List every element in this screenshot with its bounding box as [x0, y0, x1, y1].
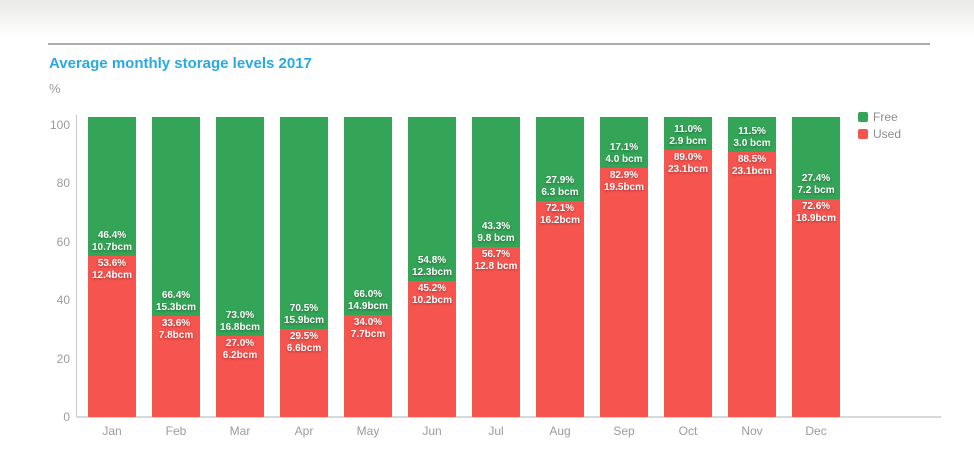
bar-label-free-dec: 27.4% 7.2 bcm	[797, 173, 835, 196]
x-axis-label-feb: Feb	[165, 424, 187, 438]
bar-segment-free-jun[interactable]: 54.8% 12.3bcm	[408, 117, 456, 281]
bar-label-free-nov: 11.5% 3.0 bcm	[733, 126, 771, 149]
used-swatch-icon	[858, 129, 868, 139]
bar-label-used-aug: 72.1% 16.2bcm	[539, 203, 581, 226]
bar-jan: 46.4% 10.7bcm 53.6% 12.4bcm	[88, 117, 136, 417]
bar-label-used-jan: 53.6% 12.4bcm	[91, 258, 133, 281]
bar-segment-free-aug[interactable]: 27.9% 6.3 bcm	[536, 117, 584, 201]
legend: Free Used	[858, 110, 901, 144]
bar-segment-used-apr[interactable]: 29.5% 6.6bcm	[280, 329, 328, 417]
x-axis-label-may: May	[356, 424, 380, 438]
legend-item-used[interactable]: Used	[858, 127, 901, 141]
x-axis-labels: Jan Feb Mar Apr May Jun Jul Aug Sep Oct Nov Dec	[88, 424, 840, 438]
bar-label-used-nov: 88.5% 23.1bcm	[731, 154, 773, 177]
bar-label-free-jun: 54.8% 12.3bcm	[411, 255, 453, 278]
bar-label-free-mar: 73.0% 16.8bcm	[219, 310, 261, 333]
bar-oct: 11.0% 2.9 bcm 89.0% 23.1bcm	[664, 117, 712, 417]
bar-label-free-jul: 43.3% 9.8 bcm	[477, 221, 515, 244]
y-axis-unit-label: %	[49, 81, 61, 96]
bar-segment-used-dec[interactable]: 72.6% 18.9bcm	[792, 199, 840, 417]
bar-feb: 66.4% 15.3bcm 33.6% 7.8bcm	[152, 117, 200, 417]
bar-segment-free-feb[interactable]: 66.4% 15.3bcm	[152, 117, 200, 316]
bar-segment-used-jul[interactable]: 56.7% 12.8 bcm	[472, 247, 520, 417]
bar-segment-used-mar[interactable]: 27.0% 6.2bcm	[216, 336, 264, 417]
chart-title: Average monthly storage levels 2017	[49, 55, 312, 72]
y-axis: 0 20 40 60 80 100	[0, 117, 70, 424]
x-axis-line	[76, 416, 941, 418]
bar-mar: 73.0% 16.8bcm 27.0% 6.2bcm	[216, 117, 264, 417]
bar-label-used-sep: 82.9% 19.5bcm	[603, 170, 645, 193]
bar-label-used-dec: 72.6% 18.9bcm	[795, 201, 837, 224]
x-axis-label-oct: Oct	[678, 424, 698, 438]
bar-segment-free-jan[interactable]: 46.4% 10.7bcm	[88, 117, 136, 256]
legend-label-free: Free	[873, 110, 898, 124]
header-divider	[48, 43, 930, 45]
bar-segment-free-oct[interactable]: 11.0% 2.9 bcm	[664, 117, 712, 150]
bar-label-free-jan: 46.4% 10.7bcm	[91, 230, 133, 253]
bar-label-free-oct: 11.0% 2.9 bcm	[669, 124, 707, 147]
bar-jun: 54.8% 12.3bcm 45.2% 10.2bcm	[408, 117, 456, 417]
x-axis-label-sep: Sep	[613, 424, 635, 438]
bar-may: 66.0% 14.9bcm 34.0% 7.7bcm	[344, 117, 392, 417]
top-gradient-band	[0, 0, 974, 38]
bar-label-used-apr: 29.5% 6.6bcm	[286, 331, 322, 354]
x-axis-label-aug: Aug	[549, 424, 571, 438]
bar-nov: 11.5% 3.0 bcm 88.5% 23.1bcm	[728, 117, 776, 417]
bar-label-used-oct: 89.0% 23.1bcm	[667, 152, 709, 175]
bar-apr: 70.5% 15.9bcm 29.5% 6.6bcm	[280, 117, 328, 417]
bar-label-free-may: 66.0% 14.9bcm	[347, 289, 389, 312]
bar-label-free-sep: 17.1% 4.0 bcm	[605, 142, 643, 165]
bar-label-used-jul: 56.7% 12.8 bcm	[474, 249, 518, 272]
x-axis-label-mar: Mar	[229, 424, 251, 438]
y-tick-label: 80	[56, 176, 70, 191]
x-axis-label-jul: Jul	[488, 424, 504, 438]
bar-segment-free-dec[interactable]: 27.4% 7.2 bcm	[792, 117, 840, 199]
bar-label-used-feb: 33.6% 7.8bcm	[158, 318, 194, 341]
bar-label-free-aug: 27.9% 6.3 bcm	[541, 175, 579, 198]
bar-label-used-mar: 27.0% 6.2bcm	[222, 338, 258, 361]
y-axis-line	[76, 115, 77, 417]
bar-segment-used-oct[interactable]: 89.0% 23.1bcm	[664, 150, 712, 417]
x-axis-label-apr: Apr	[294, 424, 314, 438]
y-tick-label: 0	[63, 410, 70, 424]
legend-item-free[interactable]: Free	[858, 110, 901, 124]
bar-sep: 17.1% 4.0 bcm 82.9% 19.5bcm	[600, 117, 648, 417]
bar-aug: 27.9% 6.3 bcm 72.1% 16.2bcm	[536, 117, 584, 417]
bar-segment-used-nov[interactable]: 88.5% 23.1bcm	[728, 152, 776, 417]
bar-segment-free-mar[interactable]: 73.0% 16.8bcm	[216, 117, 264, 336]
x-axis-label-jan: Jan	[102, 424, 122, 438]
bar-segment-free-may[interactable]: 66.0% 14.9bcm	[344, 117, 392, 315]
bar-segment-free-nov[interactable]: 11.5% 3.0 bcm	[728, 117, 776, 152]
y-tick-label: 20	[56, 351, 70, 366]
bar-segment-used-may[interactable]: 34.0% 7.7bcm	[344, 315, 392, 417]
bar-label-free-feb: 66.4% 15.3bcm	[155, 290, 197, 313]
bars: 46.4% 10.7bcm 53.6% 12.4bcm 66.4% 15.3bcm 33.6…	[88, 117, 840, 417]
bar-segment-free-apr[interactable]: 70.5% 15.9bcm	[280, 117, 328, 329]
x-axis-label-nov: Nov	[741, 424, 763, 438]
free-swatch-icon	[858, 112, 868, 122]
bar-jul: 43.3% 9.8 bcm 56.7% 12.8 bcm	[472, 117, 520, 417]
x-axis-label-jun: Jun	[422, 424, 442, 438]
legend-label-used: Used	[873, 127, 902, 141]
y-tick-label: 100	[49, 118, 70, 132]
bar-segment-used-jun[interactable]: 45.2% 10.2bcm	[408, 281, 456, 417]
bar-segment-free-jul[interactable]: 43.3% 9.8 bcm	[472, 117, 520, 247]
bar-label-used-may: 34.0% 7.7bcm	[350, 317, 386, 340]
y-tick-label: 60	[56, 234, 70, 249]
bar-segment-used-sep[interactable]: 82.9% 19.5bcm	[600, 168, 648, 417]
x-axis-label-dec: Dec	[805, 424, 827, 438]
y-tick-label: 40	[56, 293, 70, 308]
bar-segment-used-jan[interactable]: 53.6% 12.4bcm	[88, 256, 136, 417]
bar-dec: 27.4% 7.2 bcm 72.6% 18.9bcm	[792, 117, 840, 417]
bar-segment-free-sep[interactable]: 17.1% 4.0 bcm	[600, 117, 648, 168]
bar-segment-used-feb[interactable]: 33.6% 7.8bcm	[152, 316, 200, 417]
bar-label-used-jun: 45.2% 10.2bcm	[411, 283, 453, 306]
bar-segment-used-aug[interactable]: 72.1% 16.2bcm	[536, 201, 584, 417]
bar-label-free-apr: 70.5% 15.9bcm	[283, 303, 325, 326]
